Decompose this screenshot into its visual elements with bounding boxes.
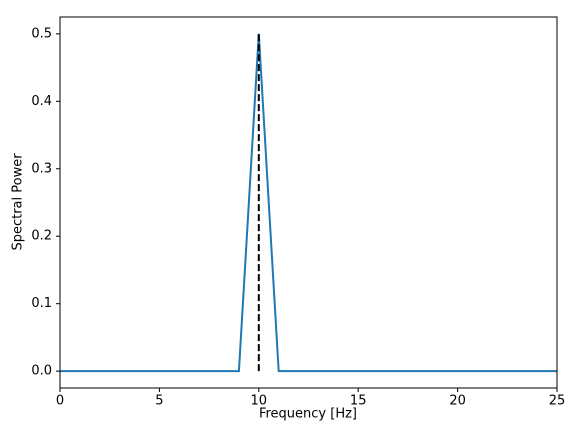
series-line xyxy=(60,33,557,373)
x-axis-label: Frequency [Hz] xyxy=(259,407,357,422)
y-axis-label: Spectral Power xyxy=(11,153,26,251)
y-tick-label: 0.4 xyxy=(31,94,52,109)
y-tick-label: 0.5 xyxy=(31,26,52,41)
x-tick-label: 20 xyxy=(449,394,466,409)
x-tick-label: 0 xyxy=(56,394,64,409)
y-tick-label: 0.2 xyxy=(31,229,52,244)
x-tick-label: 5 xyxy=(155,394,163,409)
x-tick-label: 15 xyxy=(350,394,367,409)
plot-frame xyxy=(59,16,558,389)
x-tick-label: 25 xyxy=(549,394,566,409)
y-tick-label: 0.0 xyxy=(31,364,52,379)
x-tick-label: 10 xyxy=(251,394,268,409)
y-tick-label: 0.3 xyxy=(31,161,52,176)
y-tick-label: 0.1 xyxy=(31,296,52,311)
